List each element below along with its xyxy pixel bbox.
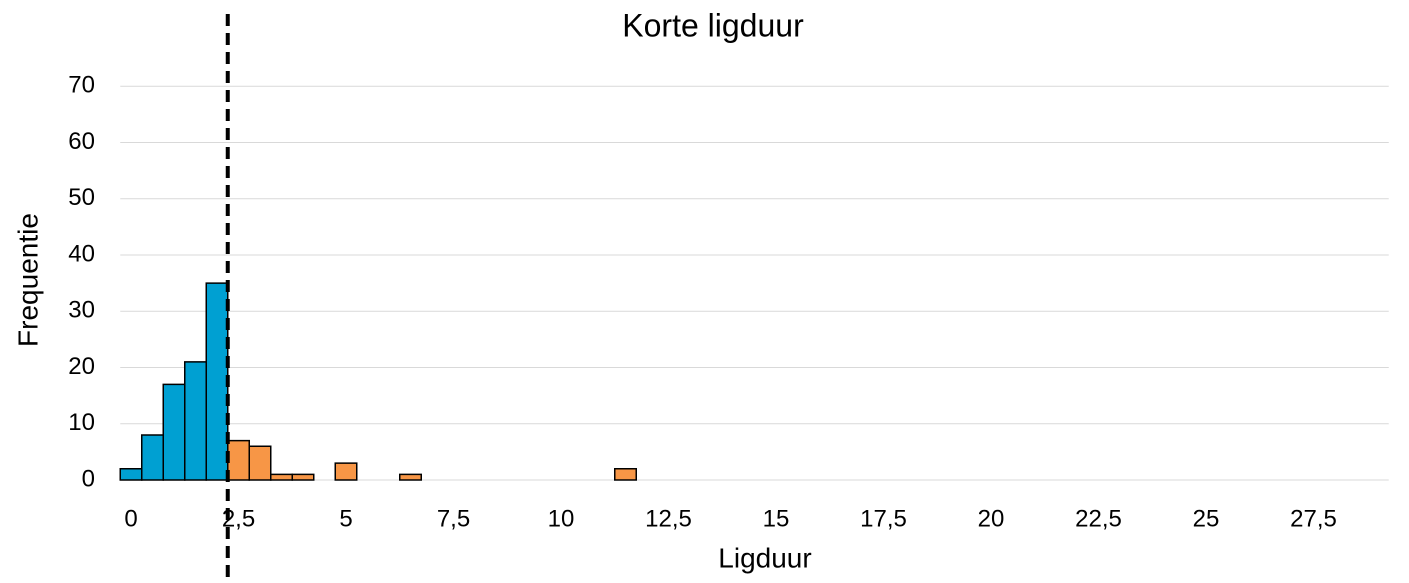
y-tick-label: 60 [68, 128, 95, 155]
x-tick-label: 22,5 [1075, 505, 1122, 532]
bar [291, 473, 315, 481]
x-tick-label: 17,5 [860, 505, 907, 532]
bar [614, 468, 637, 481]
y-tick-label: 40 [68, 240, 95, 267]
x-tick-label: 10 [548, 505, 575, 532]
bar [184, 361, 207, 481]
y-tick-label: 20 [68, 353, 95, 380]
y-axis-label: Frequentie [12, 213, 43, 347]
bar [227, 439, 250, 481]
bar [270, 473, 293, 481]
x-tick-label: 12,5 [645, 505, 692, 532]
x-tick-label: 7,5 [437, 505, 470, 532]
bar [162, 383, 186, 481]
x-axis-label: Ligduur [718, 542, 811, 573]
y-tick-label: 0 [82, 465, 95, 492]
x-tick-label: 0 [124, 505, 137, 532]
bar [141, 434, 164, 481]
y-tick-label: 10 [68, 409, 95, 436]
bar [399, 473, 422, 481]
bar [205, 282, 229, 481]
x-tick-label: 15 [763, 505, 790, 532]
y-tick-label: 30 [68, 297, 95, 324]
x-tick-label: 20 [978, 505, 1005, 532]
y-tick-label: 50 [68, 184, 95, 211]
bar [248, 445, 272, 481]
bar [334, 462, 358, 481]
x-tick-label: 27,5 [1290, 505, 1337, 532]
y-tick-label: 70 [68, 72, 95, 99]
x-tick-label: 5 [339, 505, 352, 532]
x-tick-label: 25 [1193, 505, 1220, 532]
bar [119, 468, 143, 481]
chart-title: Korte ligduur [622, 7, 804, 43]
